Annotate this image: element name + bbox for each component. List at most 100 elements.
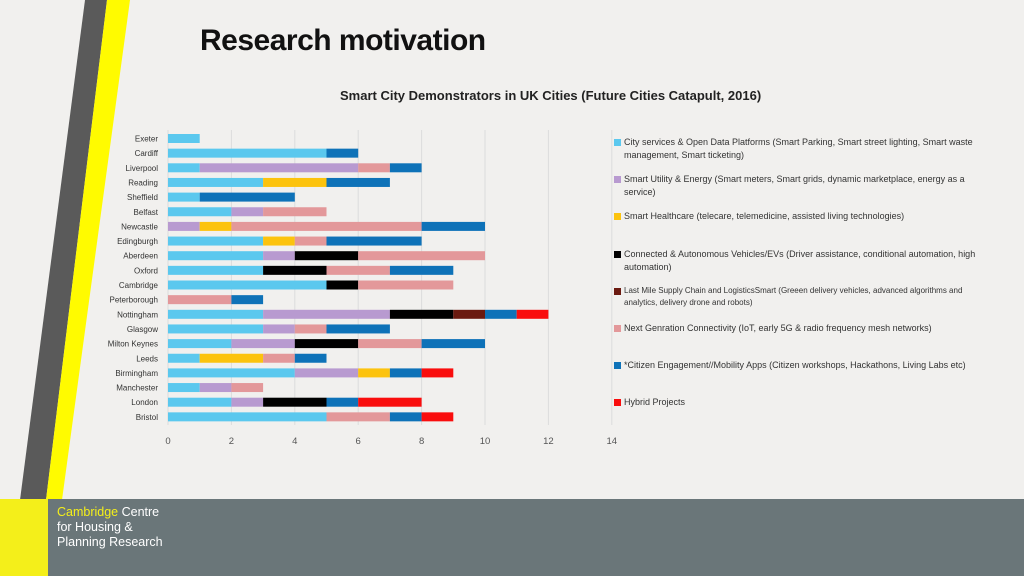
chart-title: Smart City Demonstrators in UK Cities (F… <box>340 88 762 103</box>
bar-segment <box>389 265 454 275</box>
bar-segment <box>168 309 264 319</box>
bar-segment <box>421 221 485 231</box>
footer-accent-block <box>0 499 48 576</box>
y-category-label: Cardiff <box>135 149 159 158</box>
legend-swatch <box>614 399 621 406</box>
bar-segment <box>326 397 359 407</box>
y-category-label: Edingburgh <box>117 237 158 246</box>
bar-segment <box>231 397 264 407</box>
legend-item: Connected & Autonomous Vehicles/EVs (Dri… <box>614 248 984 274</box>
legend-item: Smart Healthcare (telecare, telemedicine… <box>614 210 904 223</box>
bar-segment <box>168 383 200 393</box>
bar-segment <box>326 324 390 334</box>
logo-line3-text: Planning Research <box>57 535 163 549</box>
x-tick-label: 12 <box>543 436 554 447</box>
bar-segment <box>326 236 422 246</box>
bar-segment <box>168 221 200 231</box>
bar-segment <box>358 397 422 407</box>
legend-item: Hybrid Projects <box>614 396 685 409</box>
bar-segment <box>263 397 327 407</box>
x-tick-label: 2 <box>229 436 234 447</box>
logo-line1-text: Centre <box>118 505 160 519</box>
y-category-label: Birmingham <box>115 369 158 378</box>
bar-segment <box>294 236 327 246</box>
bar-segment <box>326 265 390 275</box>
bar-segment <box>389 163 422 173</box>
bar-segment <box>358 339 422 349</box>
legend-label: Smart Utility & Energy (Smart meters, Sm… <box>624 174 965 197</box>
legend-item: City services & Open Data Platforms (Sma… <box>614 136 984 162</box>
legend-swatch <box>614 325 621 332</box>
y-category-label: Leeds <box>136 354 158 363</box>
y-category-label: Exeter <box>135 135 158 144</box>
y-category-label: Reading <box>128 178 158 187</box>
bar-segment <box>168 324 264 334</box>
bar-segment <box>168 412 327 422</box>
bar-segment <box>263 207 327 217</box>
bar-segment <box>231 383 264 393</box>
bar-segment <box>358 163 390 173</box>
x-tick-label: 6 <box>356 436 361 447</box>
y-category-label: Newcastle <box>121 222 158 231</box>
legend-swatch <box>614 288 621 295</box>
bar-segment <box>168 134 200 143</box>
legend-swatch <box>614 213 621 220</box>
bar-segment <box>263 236 295 246</box>
legend-swatch <box>614 362 621 369</box>
bar-segment <box>326 412 390 422</box>
y-category-label: Nottingham <box>117 310 158 319</box>
y-category-label: Manchester <box>116 384 158 393</box>
y-category-label: Sheffield <box>127 193 158 202</box>
bar-segment <box>168 192 200 202</box>
bar-segment <box>168 295 232 305</box>
x-tick-label: 4 <box>292 436 297 447</box>
bar-segment <box>168 163 200 173</box>
bar-segment <box>389 309 454 319</box>
bar-segment <box>421 339 485 349</box>
bar-segment <box>199 163 359 173</box>
y-category-label: Bristol <box>136 413 158 422</box>
y-category-label: London <box>131 398 158 407</box>
slide-title: Research motivation <box>200 24 486 57</box>
bar-segment <box>263 177 327 187</box>
bar-segment <box>294 324 327 334</box>
legend-item: Next Genration Connectivity (IoT, early … <box>614 322 932 335</box>
bar-segment <box>199 221 232 231</box>
x-tick-label: 14 <box>607 436 618 447</box>
legend-label: *Citizen Engagement//Mobility Apps (Citi… <box>624 360 966 370</box>
bar-segment <box>358 368 390 378</box>
bar-segment <box>263 353 295 363</box>
bar-segment <box>326 177 390 187</box>
y-category-label: Cambridge <box>119 281 159 290</box>
bar-segment <box>168 368 295 378</box>
footer-bar <box>0 499 1024 576</box>
bar-segment <box>421 368 454 378</box>
bar-segment <box>168 177 264 187</box>
bar-segment <box>199 192 295 202</box>
bar-segment <box>231 221 422 231</box>
y-category-label: Liverpool <box>126 164 159 173</box>
bar-segment <box>168 397 232 407</box>
y-category-label: Glasgow <box>127 325 158 334</box>
bar-segment <box>358 251 485 261</box>
legend-label: Last Mile Supply Chain and LogisticsSmar… <box>624 286 963 307</box>
legend-swatch <box>614 251 621 258</box>
bar-segment <box>168 339 232 349</box>
bar-segment <box>326 280 359 290</box>
bar-segment <box>516 309 549 319</box>
organization-logo: Cambridge Centre for Housing & Planning … <box>57 505 163 550</box>
bar-segment <box>485 309 517 319</box>
bar-segment <box>263 309 390 319</box>
legend-label: Connected & Autonomous Vehicles/EVs (Dri… <box>624 249 976 272</box>
bar-segment <box>231 339 295 349</box>
x-tick-label: 8 <box>419 436 424 447</box>
bar-segment <box>168 148 327 158</box>
logo-accent-text: Cambridge <box>57 505 119 519</box>
bar-segment <box>326 148 359 158</box>
x-tick-label: 0 <box>165 436 170 447</box>
bar-segment <box>453 309 485 319</box>
bar-segment <box>263 324 295 334</box>
bar-segment <box>263 265 327 275</box>
bar-segment <box>389 368 422 378</box>
legend-item: Smart Utility & Energy (Smart meters, Sm… <box>614 173 984 199</box>
